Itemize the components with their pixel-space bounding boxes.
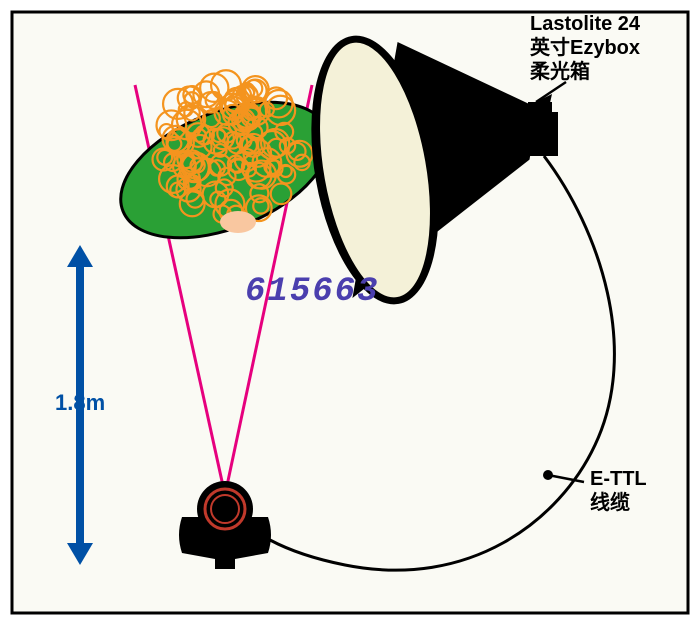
svg-text:柔光箱: 柔光箱 bbox=[530, 59, 590, 83]
distance-label: 1.8m bbox=[55, 390, 105, 415]
svg-text:英寸Ezybox: 英寸Ezybox bbox=[530, 35, 640, 59]
watermark-text: 615663 bbox=[245, 273, 379, 311]
svg-text:线缆: 线缆 bbox=[590, 490, 630, 514]
svg-text:E-TTL: E-TTL bbox=[590, 468, 647, 490]
svg-text:Lastolite 24: Lastolite 24 bbox=[530, 13, 641, 35]
